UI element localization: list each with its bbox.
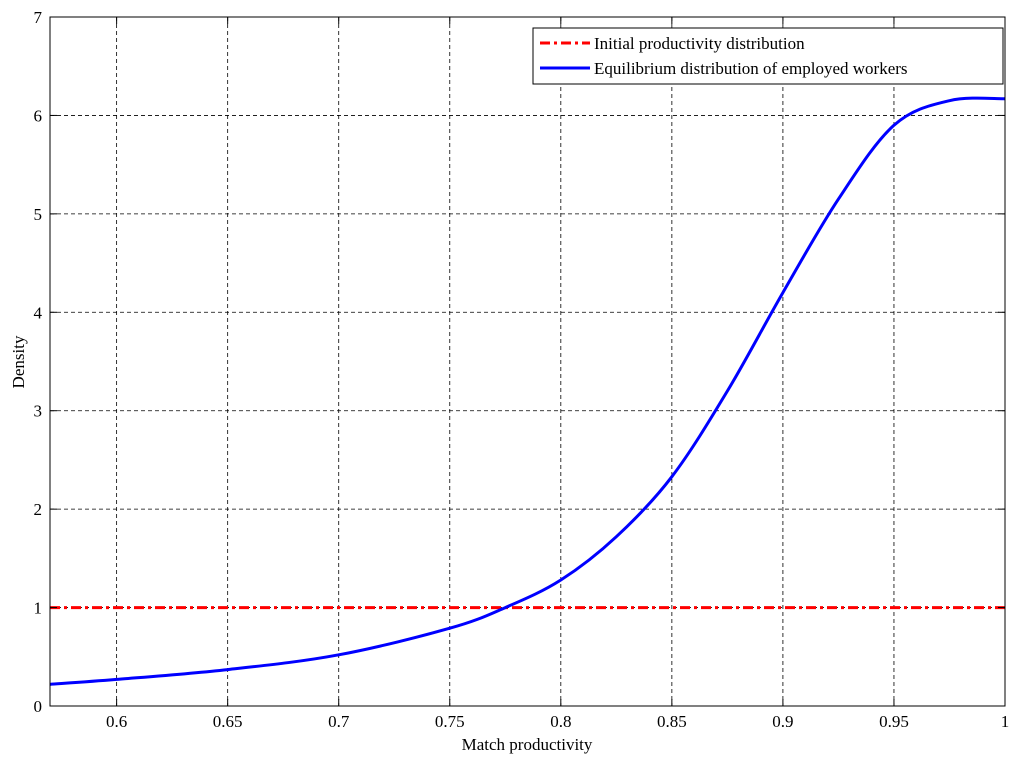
x-tick-label: 0.85 (657, 712, 687, 731)
x-tick-label: 0.6 (106, 712, 127, 731)
y-tick-label: 2 (34, 500, 43, 519)
y-tick-label: 0 (34, 697, 43, 716)
axis-ticks (50, 16, 1006, 707)
x-tick-label: 0.8 (550, 712, 571, 731)
x-axis-label: Match productivity (462, 735, 593, 754)
y-tick-label: 4 (34, 303, 43, 322)
y-tick-label: 1 (34, 599, 43, 618)
y-tick-label: 6 (34, 106, 43, 125)
x-tick-label: 1 (1001, 712, 1010, 731)
y-tick-label: 3 (34, 402, 43, 421)
grid-lines (50, 17, 1005, 706)
series-lines (49, 96, 1006, 686)
y-axis-label: Density (9, 335, 28, 388)
x-tick-label: 0.9 (772, 712, 793, 731)
legend-label-initial: Initial productivity distribution (594, 34, 805, 53)
y-tick-label: 7 (34, 8, 43, 27)
legend: Initial productivity distribution Equili… (532, 27, 1004, 85)
x-tick-label: 0.95 (879, 712, 909, 731)
legend-box (532, 27, 1004, 85)
legend-label-equilibrium: Equilibrium distribution of employed wor… (594, 59, 908, 78)
y-tick-label: 5 (34, 205, 43, 224)
equilibrium-distribution-line (49, 96, 1006, 686)
x-tick-labels: 0.6 0.65 0.7 0.75 0.8 0.85 0.9 0.95 1 (106, 712, 1009, 731)
y-tick-labels: 0 1 2 3 4 5 6 7 (34, 8, 43, 716)
x-tick-label: 0.75 (435, 712, 465, 731)
x-tick-label: 0.7 (328, 712, 350, 731)
plot-frame (49, 16, 1006, 707)
x-tick-label: 0.65 (213, 712, 243, 731)
plot-background (50, 17, 1005, 706)
